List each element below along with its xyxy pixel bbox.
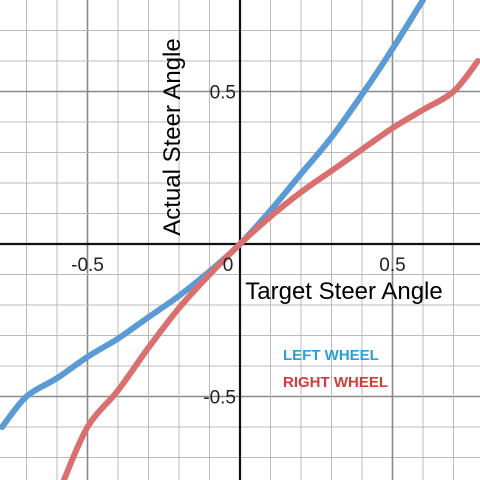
tick-labels: -0.5 0 0.5 0.5 -0.5 xyxy=(71,83,406,409)
legend-right-wheel: RIGHT WHEEL xyxy=(283,374,388,391)
x-tick-label: 0 xyxy=(223,255,234,276)
x-tick-label: -0.5 xyxy=(71,255,104,276)
y-tick-label: 0.5 xyxy=(210,83,236,104)
y-axis-label: Actual Steer Angle xyxy=(159,38,186,235)
x-tick-label: 0.5 xyxy=(379,255,405,276)
series-right-wheel xyxy=(60,58,480,480)
legend-left-wheel: LEFT WHEEL xyxy=(283,347,379,364)
x-axis-label: Target Steer Angle xyxy=(245,278,442,305)
y-tick-label: -0.5 xyxy=(203,388,236,409)
legend: LEFT WHEEL RIGHT WHEEL xyxy=(283,347,388,391)
